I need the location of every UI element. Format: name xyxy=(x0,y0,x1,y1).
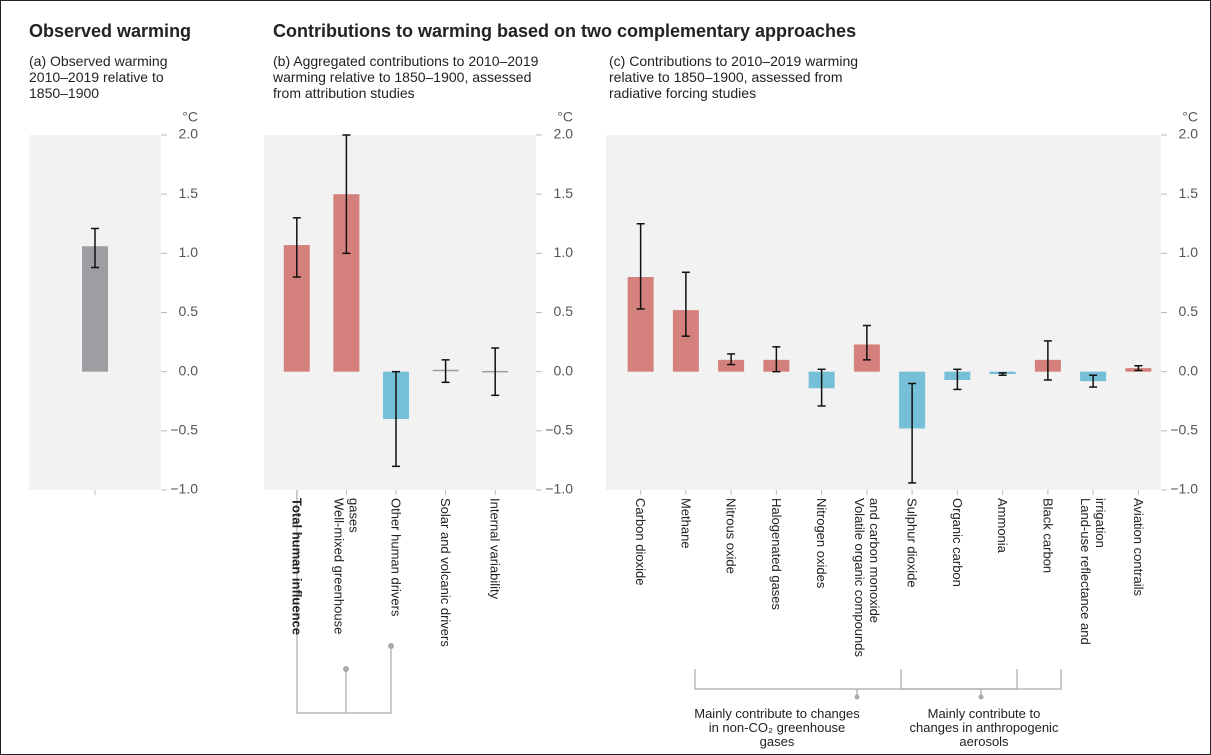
y-tick-label: 0.0 xyxy=(179,362,199,378)
x-tick-label: Black carbon xyxy=(1040,498,1056,574)
y-tick-label: −1.0 xyxy=(170,481,198,497)
y-tick-label: 1.5 xyxy=(1179,185,1199,201)
panel-title: (c) Contributions to 2010–2019 warming r… xyxy=(609,53,859,101)
x-tick-label: Nitrous oxide xyxy=(723,498,739,574)
y-tick-label: 2.0 xyxy=(179,126,199,142)
annotation: Mainly contribute to changes in anthropo… xyxy=(909,706,1059,749)
x-tick-label: Sulphur dioxide xyxy=(904,498,920,588)
y-tick-label: 1.5 xyxy=(179,185,199,201)
panel-title: (b) Aggregated contributions to 2010–201… xyxy=(273,53,539,101)
heading: Observed warming xyxy=(29,21,192,41)
x-tick-label: Solar and volcanic drivers xyxy=(438,498,454,647)
x-tick-label: Halogenated gases xyxy=(768,498,784,611)
x-tick-label: Total human influence xyxy=(289,498,305,635)
y-unit: °C xyxy=(1182,109,1198,125)
y-tick-label: −0.5 xyxy=(1170,422,1198,438)
y-tick-label: −0.5 xyxy=(545,422,573,438)
x-tick-label: Other human drivers xyxy=(388,498,404,617)
y-tick-label: 0.5 xyxy=(1179,303,1199,319)
y-tick-label: −1.0 xyxy=(1170,481,1198,497)
y-tick-label: 2.0 xyxy=(554,126,574,142)
y-tick-label: 1.0 xyxy=(179,244,199,260)
y-tick-label: 1.0 xyxy=(1179,244,1199,260)
y-tick-label: 0.5 xyxy=(554,303,574,319)
y-unit: °C xyxy=(182,109,198,125)
x-tick-label: Land-use reflectance and irrigation xyxy=(1078,498,1109,645)
y-tick-label: 0.5 xyxy=(179,303,199,319)
x-tick-label: Methane xyxy=(678,498,694,549)
y-tick-label: 1.0 xyxy=(554,244,574,260)
x-tick-label: Ammonia xyxy=(995,498,1011,553)
y-tick-label: 0.0 xyxy=(554,362,574,378)
y-tick-label: 0.0 xyxy=(1179,362,1199,378)
brackets xyxy=(694,669,1062,700)
x-tick-label: Aviation contrails xyxy=(1130,498,1146,597)
annotation: Mainly contribute to changes in non-CO₂ … xyxy=(694,706,860,749)
bar xyxy=(718,359,745,372)
x-tick-label: Carbon dioxide xyxy=(633,498,649,586)
panel-title: (a) Observed warming 2010–2019 relative … xyxy=(29,53,168,101)
x-tick-label: Volatile organic compounds and carbon mo… xyxy=(851,498,882,657)
x-tick-label: Organic carbon xyxy=(949,498,965,587)
x-tick-label: Internal variability xyxy=(487,498,503,600)
y-tick-label: −0.5 xyxy=(170,422,198,438)
heading: Contributions to warming based on two co… xyxy=(273,21,857,41)
y-tick-label: 2.0 xyxy=(1179,126,1199,142)
x-tick-label: Well-mixed greenhouse gases xyxy=(331,498,362,635)
x-tick-label: Nitrogen oxides xyxy=(814,498,830,589)
y-tick-label: 1.5 xyxy=(554,185,574,201)
y-unit: °C xyxy=(557,109,573,125)
y-tick-label: −1.0 xyxy=(545,481,573,497)
